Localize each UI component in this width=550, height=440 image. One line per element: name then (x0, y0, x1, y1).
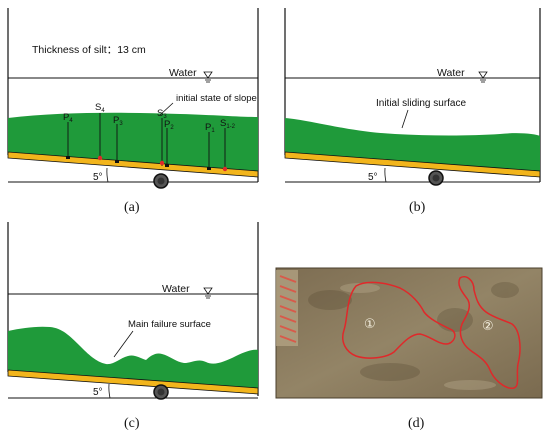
sensor-stems (67, 113, 226, 171)
water-label-c: Water (162, 283, 190, 295)
caption-b: (b) (409, 200, 426, 215)
angle-arc (106, 167, 109, 183)
caption-c: (c) (124, 416, 140, 431)
panel-b: Water Initial sliding surface 5° (b) (284, 8, 541, 215)
sensor-label: S4 (95, 102, 105, 114)
water-symbol (203, 71, 213, 83)
sensor-label: P3 (113, 115, 123, 127)
angle-arc (384, 167, 387, 183)
pivot-wheel-hub (432, 174, 440, 182)
water-label-a: Water (169, 67, 197, 79)
sliding-surface-label: Initial sliding surface (376, 98, 466, 109)
failure-surface-label: Main failure surface (128, 319, 211, 330)
sensor-tips (66, 155, 228, 172)
gate-rack (276, 270, 298, 346)
water-label-b: Water (437, 67, 465, 79)
sensor-label: P1 (205, 122, 215, 134)
slope-state-leader (159, 102, 174, 116)
pivot-wheel-hub (157, 177, 165, 185)
angle-arc (108, 383, 111, 399)
silt-layer (8, 326, 258, 388)
photo-highlights (340, 283, 496, 390)
sensor-label: P2 (164, 119, 174, 131)
failure-zone-2-outline (458, 276, 521, 389)
base-plate (284, 151, 541, 178)
sensor-label: S1-2 (220, 118, 236, 130)
thickness-note: Thickness of silt：13 cm (32, 44, 146, 56)
failure-surface-leader (113, 330, 134, 358)
angle-label-c: 5° (93, 387, 103, 398)
base-plate (7, 369, 259, 395)
sliding-surface-leader (401, 109, 409, 129)
water-symbol (203, 287, 213, 299)
zone-1-label: ① (364, 316, 376, 331)
slope-state-label: initial state of slope (176, 93, 257, 104)
photo-background (276, 268, 542, 398)
angle-label-a: 5° (93, 172, 103, 183)
photo-texture (308, 282, 519, 381)
silt-layer (285, 118, 540, 171)
panel-d: ① ② (d) (275, 267, 543, 431)
base-plate (7, 151, 259, 178)
water-symbol (478, 71, 488, 83)
sensor-labels: P4 S4 P3 S3 P2 P1 S1-2 (63, 102, 236, 134)
panel-c: Water Main failure surface 5° (c) (7, 222, 259, 431)
caption-a: (a) (124, 200, 140, 215)
zone-2-label: ② (482, 318, 494, 333)
angle-label-b: 5° (368, 172, 378, 183)
sensor-label: P4 (63, 112, 73, 124)
pivot-wheel-hub (157, 388, 165, 396)
sensor-label: S3 (157, 108, 167, 120)
panel-a: Thickness of silt：13 cm Water initial st… (7, 8, 259, 215)
failure-zone-1-outline (342, 281, 456, 359)
caption-d: (d) (408, 416, 425, 431)
